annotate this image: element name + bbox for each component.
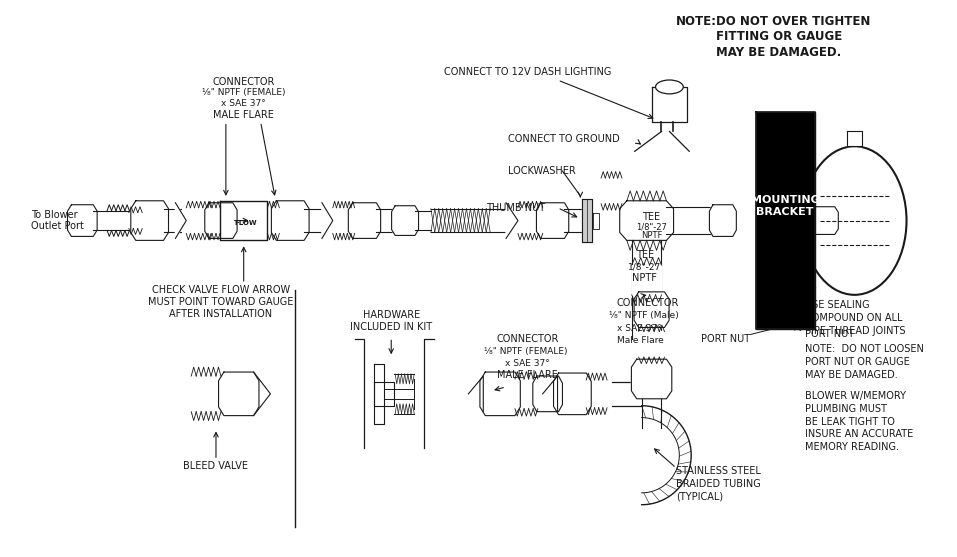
Polygon shape — [175, 203, 187, 238]
Polygon shape — [68, 205, 98, 236]
Ellipse shape — [656, 80, 683, 94]
Text: CONNECT TO 12V DASH LIGHTING: CONNECT TO 12V DASH LIGHTING — [444, 67, 612, 77]
Text: NPTF: NPTF — [633, 273, 657, 283]
Text: FLOW: FLOW — [234, 219, 257, 226]
Text: NOTE:  DO NOT LOOSEN: NOTE: DO NOT LOOSEN — [805, 344, 924, 354]
Text: DO NOT OVER TIGHTEN: DO NOT OVER TIGHTEN — [716, 14, 870, 28]
Text: NOTE:: NOTE: — [677, 14, 718, 28]
Polygon shape — [709, 205, 736, 236]
Polygon shape — [218, 372, 259, 416]
Text: AFTER INSTALLATION: AFTER INSTALLATION — [169, 309, 273, 319]
Text: MOUNTING
BRACKET: MOUNTING BRACKET — [751, 195, 819, 217]
Text: INSURE AN ACCURATE: INSURE AN ACCURATE — [805, 429, 913, 439]
Polygon shape — [506, 203, 518, 238]
Text: USE SEALING: USE SEALING — [805, 300, 870, 310]
Text: HARDWARE: HARDWARE — [363, 310, 420, 320]
Polygon shape — [254, 372, 271, 416]
Text: CHECK VALVE FLOW ARROW: CHECK VALVE FLOW ARROW — [152, 285, 290, 295]
Text: BE LEAK TIGHT TO: BE LEAK TIGHT TO — [805, 417, 895, 427]
Text: Male Flare: Male Flare — [617, 336, 664, 345]
Polygon shape — [652, 87, 687, 121]
Text: x SAE 37°: x SAE 37° — [221, 99, 266, 108]
Text: (TYPICAL): (TYPICAL) — [677, 492, 723, 502]
Text: STAINLESS STEEL: STAINLESS STEEL — [677, 466, 761, 476]
Text: LOCKWASHER: LOCKWASHER — [508, 166, 576, 176]
Text: PORT NUT: PORT NUT — [701, 334, 750, 344]
Text: x SAE 37°: x SAE 37° — [617, 324, 661, 333]
Polygon shape — [847, 131, 862, 146]
Text: MUST POINT TOWARD GAUGE: MUST POINT TOWARD GAUGE — [148, 297, 294, 307]
Text: PORT NUT: PORT NUT — [805, 329, 855, 339]
Polygon shape — [553, 373, 591, 414]
Polygon shape — [468, 376, 483, 412]
Text: TEE: TEE — [635, 250, 654, 260]
Text: ¹⁄₈" NPTF (FEMALE): ¹⁄₈" NPTF (FEMALE) — [484, 347, 568, 356]
Text: INCLUDED IN KIT: INCLUDED IN KIT — [350, 321, 433, 331]
Ellipse shape — [803, 146, 906, 295]
Polygon shape — [632, 359, 672, 399]
Text: MAY BE DAMAGED.: MAY BE DAMAGED. — [716, 46, 841, 60]
Text: THUMB NUT: THUMB NUT — [486, 203, 545, 213]
Text: PLUMBING MUST: PLUMBING MUST — [805, 404, 887, 414]
Text: BRAIDED TUBING: BRAIDED TUBING — [677, 479, 761, 489]
Polygon shape — [543, 376, 558, 412]
Text: CONNECTOR: CONNECTOR — [497, 334, 559, 344]
Text: COMPOUND ON ALL: COMPOUND ON ALL — [805, 312, 902, 323]
Text: CONNECTOR: CONNECTOR — [212, 77, 275, 87]
Polygon shape — [131, 201, 168, 241]
Polygon shape — [272, 201, 309, 241]
Polygon shape — [634, 292, 669, 328]
Text: ¹⁄₈" NPTF (Male): ¹⁄₈" NPTF (Male) — [609, 311, 679, 320]
Text: MEMORY READING.: MEMORY READING. — [805, 442, 899, 452]
Polygon shape — [322, 203, 333, 238]
Text: CONNECTOR: CONNECTOR — [617, 298, 679, 308]
Text: MALE FLARE: MALE FLARE — [498, 370, 558, 380]
Polygon shape — [205, 203, 237, 238]
Polygon shape — [533, 376, 563, 412]
Polygon shape — [374, 382, 394, 405]
Text: To Blower
Outlet Port: To Blower Outlet Port — [31, 210, 83, 231]
Polygon shape — [620, 201, 674, 241]
Polygon shape — [537, 203, 568, 238]
Text: PORT NUT OR GAUGE: PORT NUT OR GAUGE — [805, 357, 910, 367]
Text: MAY BE DAMAGED.: MAY BE DAMAGED. — [805, 370, 898, 380]
Text: ¹⁄₈" NPTF (FEMALE): ¹⁄₈" NPTF (FEMALE) — [202, 89, 285, 97]
Text: PIPE THREAD JOINTS: PIPE THREAD JOINTS — [805, 325, 905, 335]
Text: FITTING OR GAUGE: FITTING OR GAUGE — [716, 31, 842, 43]
Text: BLOWER W/MEMORY: BLOWER W/MEMORY — [805, 391, 906, 401]
Polygon shape — [479, 372, 521, 416]
Text: x SAE 37°: x SAE 37° — [505, 359, 550, 368]
Polygon shape — [391, 206, 418, 236]
Polygon shape — [220, 201, 267, 241]
Text: 1/8"-27: 1/8"-27 — [636, 222, 667, 231]
Polygon shape — [374, 364, 385, 423]
Polygon shape — [755, 112, 815, 330]
Text: 1/8"-27: 1/8"-27 — [628, 262, 661, 272]
Text: BLEED VALVE: BLEED VALVE — [184, 461, 249, 471]
Polygon shape — [812, 207, 838, 234]
Text: NPTF: NPTF — [641, 231, 662, 240]
Text: MALE FLARE: MALE FLARE — [213, 110, 274, 120]
Polygon shape — [582, 199, 592, 242]
Text: TEE: TEE — [642, 212, 660, 222]
Polygon shape — [593, 213, 599, 228]
Polygon shape — [348, 203, 381, 238]
Text: CONNECT TO GROUND: CONNECT TO GROUND — [508, 134, 620, 144]
